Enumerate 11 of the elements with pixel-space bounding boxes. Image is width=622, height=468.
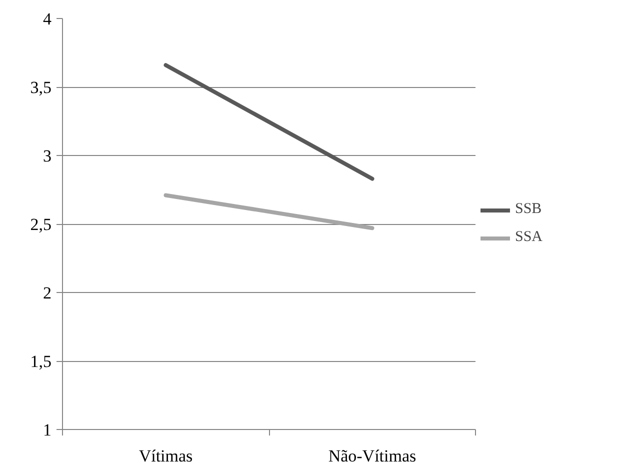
y-tick-label: 2	[43, 284, 52, 302]
x-tick-label: Vítimas	[138, 446, 193, 466]
legend-label: SSB	[515, 201, 542, 218]
y-tick-label: 3,5	[30, 78, 52, 97]
y-tick-label: 1,5	[30, 352, 52, 371]
y-tick-label: 4	[43, 10, 52, 28]
x-tick-label: Não-Vítimas	[328, 446, 416, 466]
y-tick-label: 1	[43, 420, 52, 440]
legend-label: SSA	[515, 229, 543, 246]
y-tick-label: 2,5	[30, 215, 52, 234]
y-tick-label: 3	[43, 146, 52, 166]
